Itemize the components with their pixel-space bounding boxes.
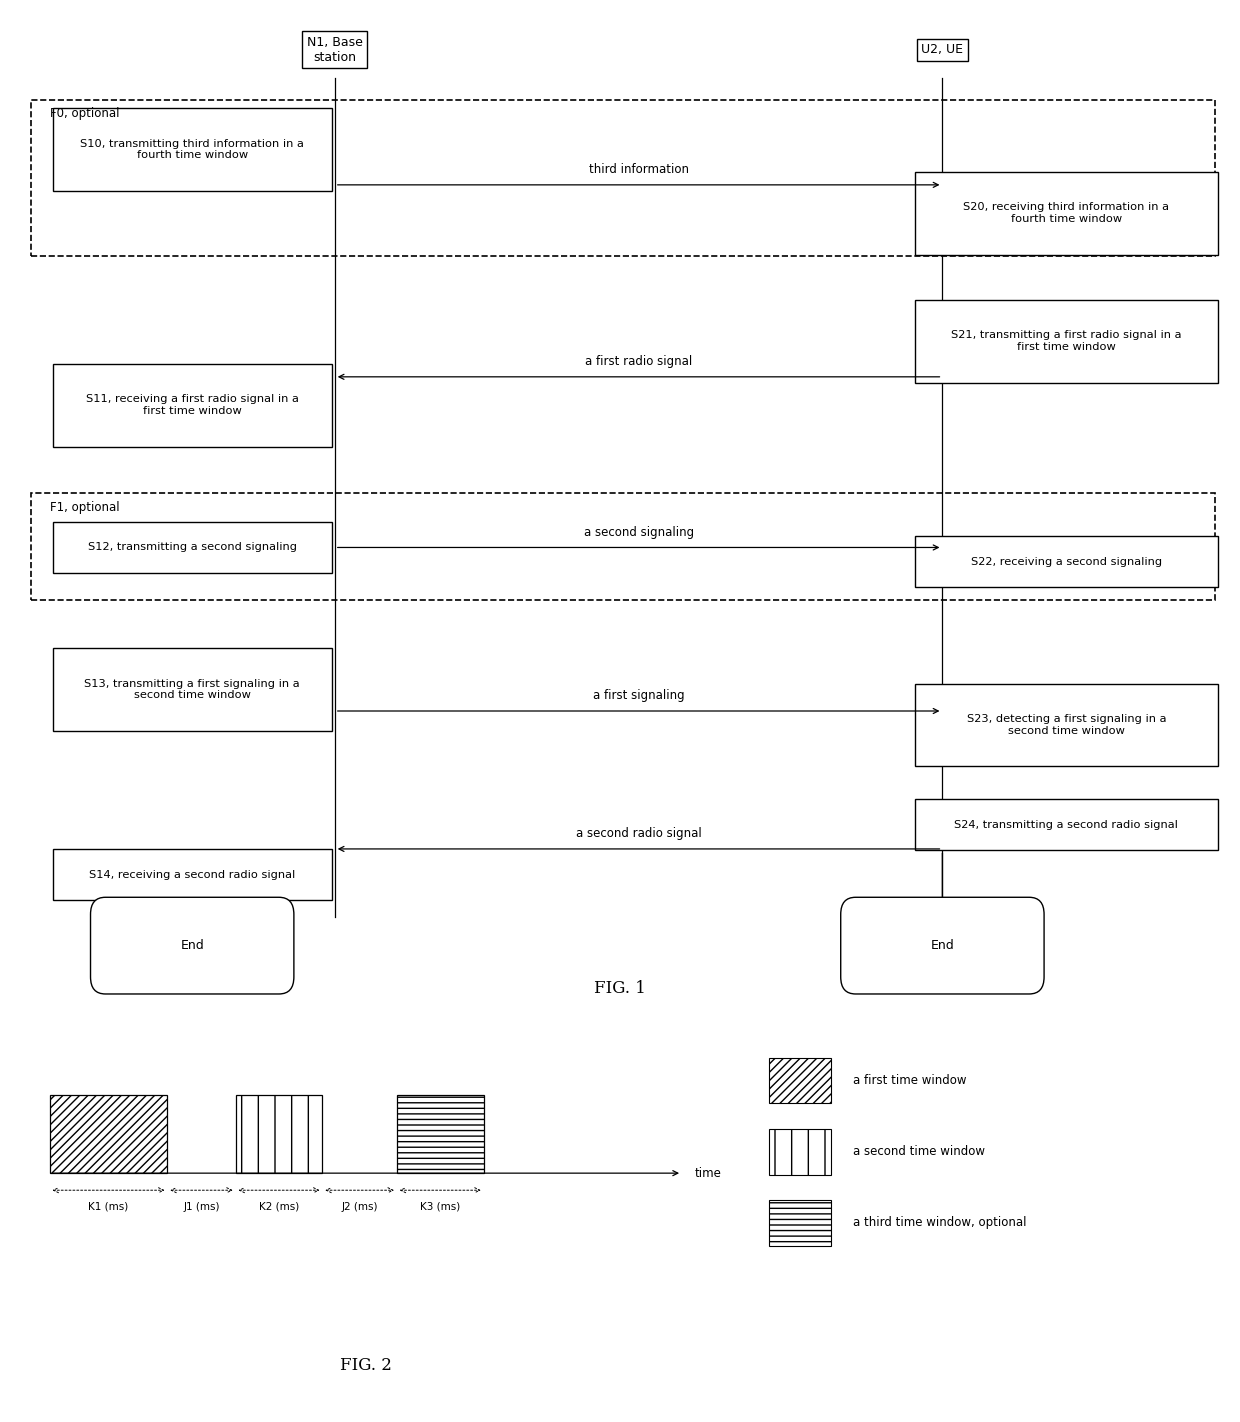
Bar	[397, 1095, 484, 1173]
Text: S23, detecting a first signaling in a
second time window: S23, detecting a first signaling in a se…	[967, 714, 1166, 737]
Text: S24, transmitting a second radio signal: S24, transmitting a second radio signal	[955, 819, 1178, 830]
Text: N1, Base
station: N1, Base station	[306, 36, 363, 64]
Bar	[915, 684, 1218, 766]
Text: a second signaling: a second signaling	[584, 526, 693, 539]
Text: a third time window, optional: a third time window, optional	[853, 1216, 1027, 1230]
Bar	[769, 1200, 831, 1246]
Text: J2 (ms): J2 (ms)	[341, 1202, 378, 1212]
Bar	[52, 522, 332, 573]
Text: a first time window: a first time window	[853, 1074, 967, 1088]
Bar	[915, 300, 1218, 383]
Text: a first signaling: a first signaling	[593, 690, 684, 702]
Text: FIG. 2: FIG. 2	[340, 1357, 392, 1374]
Text: End: End	[930, 939, 955, 953]
Bar	[769, 1129, 831, 1175]
Bar	[50, 1095, 167, 1173]
Bar	[769, 1058, 831, 1103]
FancyBboxPatch shape	[91, 897, 294, 994]
Bar	[52, 648, 332, 731]
Text: a first radio signal: a first radio signal	[585, 356, 692, 368]
Text: S10, transmitting third information in a
fourth time window: S10, transmitting third information in a…	[81, 138, 304, 161]
Bar	[915, 799, 1218, 850]
Bar	[915, 536, 1218, 587]
Text: K2 (ms): K2 (ms)	[259, 1202, 299, 1212]
Text: F1, optional: F1, optional	[50, 501, 119, 513]
Text: FIG. 1: FIG. 1	[594, 980, 646, 997]
Text: S13, transmitting a first signaling in a
second time window: S13, transmitting a first signaling in a…	[84, 678, 300, 701]
Bar	[915, 172, 1218, 255]
Text: S22, receiving a second signaling: S22, receiving a second signaling	[971, 556, 1162, 567]
Bar	[236, 1095, 322, 1173]
Bar	[31, 100, 1215, 256]
Bar	[31, 493, 1215, 600]
Bar	[52, 364, 332, 447]
Text: End: End	[180, 939, 205, 953]
Text: S21, transmitting a first radio signal in a
first time window: S21, transmitting a first radio signal i…	[951, 330, 1182, 353]
Text: a second time window: a second time window	[853, 1145, 985, 1159]
Text: S20, receiving third information in a
fourth time window: S20, receiving third information in a fo…	[963, 202, 1169, 225]
Text: J1 (ms): J1 (ms)	[184, 1202, 219, 1212]
Text: time: time	[694, 1166, 722, 1180]
FancyBboxPatch shape	[841, 897, 1044, 994]
Text: K3 (ms): K3 (ms)	[420, 1202, 460, 1212]
Text: third information: third information	[589, 164, 688, 176]
Text: F0, optional: F0, optional	[50, 107, 119, 119]
Text: S11, receiving a first radio signal in a
first time window: S11, receiving a first radio signal in a…	[86, 394, 299, 417]
Bar	[52, 108, 332, 191]
Text: S14, receiving a second radio signal: S14, receiving a second radio signal	[89, 869, 295, 880]
Text: U2, UE: U2, UE	[921, 43, 963, 57]
Bar	[52, 849, 332, 900]
Text: a second radio signal: a second radio signal	[575, 828, 702, 840]
Text: S12, transmitting a second signaling: S12, transmitting a second signaling	[88, 542, 296, 553]
Text: K1 (ms): K1 (ms)	[88, 1202, 129, 1212]
